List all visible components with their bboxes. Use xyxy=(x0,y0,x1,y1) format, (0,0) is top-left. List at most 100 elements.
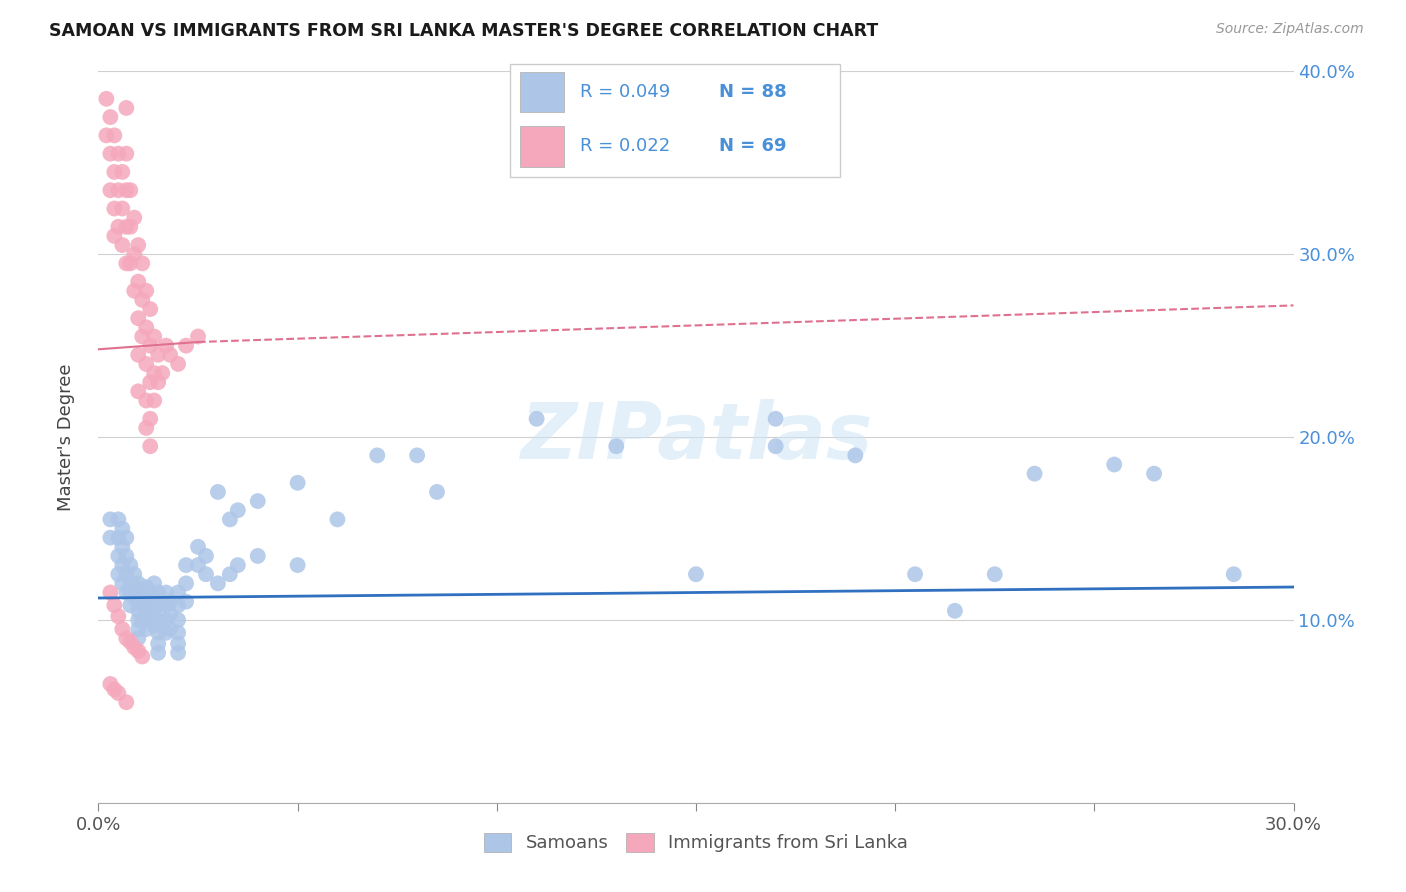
Point xyxy=(103,599,125,613)
Point xyxy=(155,585,177,599)
Bar xyxy=(520,71,564,112)
Point xyxy=(115,549,138,563)
Point xyxy=(605,439,627,453)
Point xyxy=(120,635,142,649)
Point xyxy=(159,622,181,636)
Point xyxy=(526,412,548,426)
Point xyxy=(1024,467,1046,481)
Point xyxy=(155,338,177,352)
Point xyxy=(115,183,138,197)
Point xyxy=(406,448,429,462)
Point xyxy=(131,613,153,627)
Point xyxy=(207,576,229,591)
Point xyxy=(219,567,242,582)
Point xyxy=(155,613,177,627)
Point xyxy=(127,622,149,636)
Point xyxy=(124,580,146,594)
Point xyxy=(135,594,157,608)
Point xyxy=(150,366,173,380)
Point xyxy=(107,609,129,624)
Point xyxy=(131,329,153,343)
Point xyxy=(1223,567,1246,582)
Point xyxy=(107,512,129,526)
Point xyxy=(135,607,157,622)
Point xyxy=(98,531,122,545)
Point xyxy=(143,366,166,380)
Point xyxy=(115,101,138,115)
Point xyxy=(1104,458,1126,472)
Point xyxy=(115,219,138,234)
Point xyxy=(127,348,149,362)
Point xyxy=(287,475,309,490)
Point xyxy=(143,329,166,343)
Point xyxy=(155,599,177,613)
Point xyxy=(943,604,966,618)
Point xyxy=(148,348,170,362)
Point xyxy=(115,695,138,709)
Point xyxy=(127,238,149,252)
Point xyxy=(120,576,142,591)
Text: N = 69: N = 69 xyxy=(718,137,786,155)
Point xyxy=(111,622,134,636)
Point xyxy=(167,613,190,627)
Point xyxy=(124,247,146,261)
Legend: Samoans, Immigrants from Sri Lanka: Samoans, Immigrants from Sri Lanka xyxy=(477,826,915,860)
Point xyxy=(103,229,125,244)
Point xyxy=(124,284,146,298)
Point xyxy=(107,219,129,234)
Text: SAMOAN VS IMMIGRANTS FROM SRI LANKA MASTER'S DEGREE CORRELATION CHART: SAMOAN VS IMMIGRANTS FROM SRI LANKA MAST… xyxy=(49,22,879,40)
Point xyxy=(135,580,157,594)
Point xyxy=(120,558,142,573)
Point xyxy=(366,448,388,462)
Point xyxy=(174,338,197,352)
Point xyxy=(127,585,149,599)
Point xyxy=(127,384,149,399)
Point xyxy=(159,607,181,622)
Point xyxy=(107,183,129,197)
Point xyxy=(131,599,153,613)
Point xyxy=(685,567,707,582)
Point xyxy=(98,512,122,526)
Text: R = 0.049: R = 0.049 xyxy=(581,83,671,101)
Point xyxy=(131,256,153,270)
Point xyxy=(984,567,1007,582)
Point xyxy=(115,256,138,270)
Point xyxy=(135,284,157,298)
Point xyxy=(124,567,146,582)
Point xyxy=(226,503,249,517)
Point xyxy=(103,202,125,216)
Point xyxy=(159,348,181,362)
Point xyxy=(127,613,149,627)
Point xyxy=(148,637,170,651)
Point xyxy=(207,485,229,500)
Point xyxy=(159,594,181,608)
Point xyxy=(98,146,122,161)
Point xyxy=(143,393,166,408)
Point xyxy=(195,549,218,563)
Point xyxy=(139,613,162,627)
Y-axis label: Master's Degree: Master's Degree xyxy=(56,363,75,511)
FancyBboxPatch shape xyxy=(509,63,841,178)
Point xyxy=(98,110,122,124)
Point xyxy=(111,238,134,252)
Point xyxy=(107,146,129,161)
Point xyxy=(139,301,162,317)
Point xyxy=(115,632,138,646)
Point xyxy=(167,625,190,640)
Point xyxy=(111,165,134,179)
Point xyxy=(148,613,170,627)
Point xyxy=(246,494,269,508)
Point xyxy=(143,618,166,632)
Point xyxy=(174,558,197,573)
Point xyxy=(139,599,162,613)
Point xyxy=(246,549,269,563)
Point xyxy=(131,293,153,307)
Point xyxy=(167,637,190,651)
Point xyxy=(111,558,134,573)
Point xyxy=(107,531,129,545)
Point xyxy=(115,567,138,582)
Point xyxy=(219,512,242,526)
Text: N = 88: N = 88 xyxy=(718,83,786,101)
Point xyxy=(139,338,162,352)
Point xyxy=(103,682,125,697)
